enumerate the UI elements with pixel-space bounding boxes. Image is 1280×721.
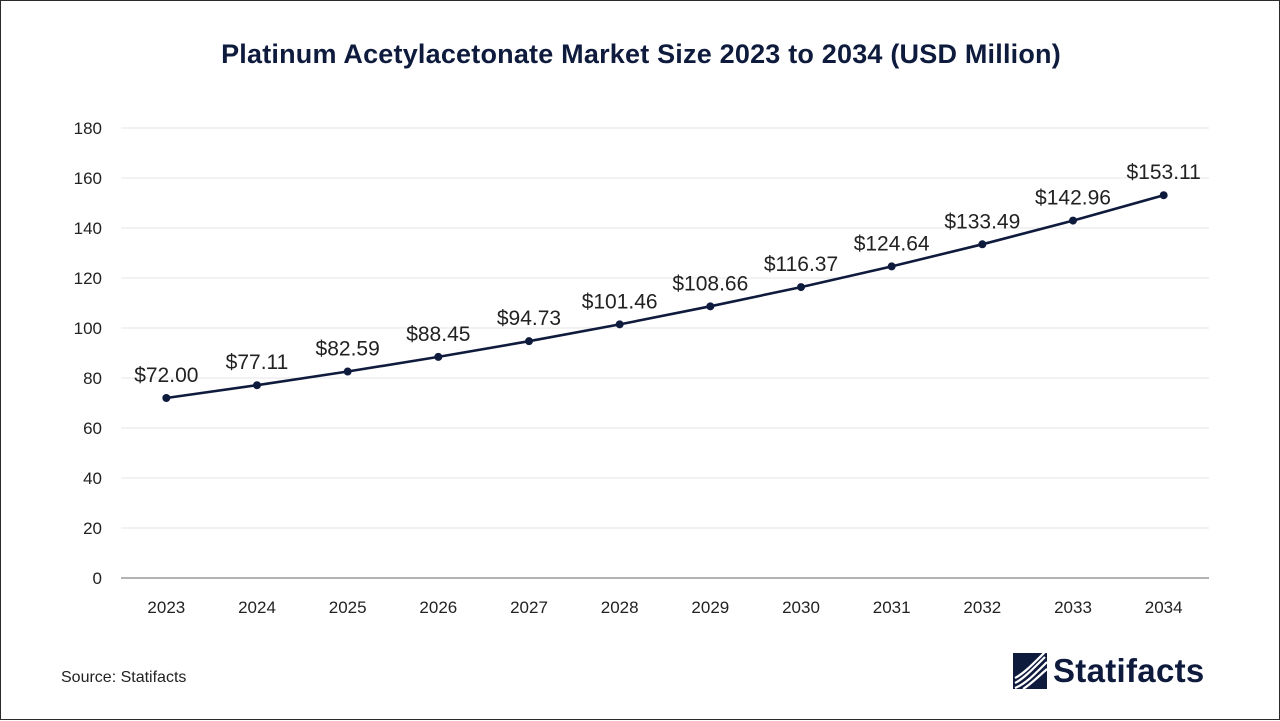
data-label: $94.73 [497,307,561,330]
x-tick-label: 2030 [782,598,820,617]
y-tick-label: 0 [93,569,102,588]
x-tick-label: 2023 [147,598,185,617]
data-label: $88.45 [406,323,470,346]
statifacts-logo: Statifacts [1013,651,1223,695]
x-tick-label: 2025 [329,598,367,617]
y-tick-label: 40 [83,469,102,488]
y-tick-label: 20 [83,519,102,538]
y-tick-label: 180 [74,119,102,138]
y-tick-label: 160 [74,169,102,188]
data-point [797,283,805,292]
y-tick-label: 140 [74,219,102,238]
data-label: $124.64 [854,232,930,255]
y-tick-label: 60 [83,419,102,438]
data-point [434,352,443,361]
data-label: $133.49 [944,210,1020,233]
y-tick-label: 100 [74,319,102,338]
data-point [253,381,261,390]
statifacts-logo-text: Statifacts [1053,652,1205,689]
data-point [978,240,987,249]
data-label: $153.11 [1126,161,1200,184]
data-point [525,337,533,346]
x-tick-label: 2031 [873,598,911,617]
x-tick-label: 2034 [1145,598,1183,617]
data-point [343,367,352,376]
data-label: $116.37 [764,253,838,276]
data-point [706,302,715,311]
source-note: Source: Statifacts [61,669,187,686]
statifacts-logo-icon [1013,653,1047,689]
x-tick-label: 2026 [419,598,457,617]
data-label: $72.00 [134,364,198,387]
series-line [166,193,1165,400]
data-label: $82.59 [316,338,380,361]
data-label: $77.11 [226,351,289,374]
y-tick-label: 80 [83,369,102,388]
data-label: $108.66 [672,272,748,295]
data-point [615,320,624,329]
data-point [1069,216,1077,225]
y-tick-label: 120 [74,269,102,288]
x-tick-label: 2024 [238,598,276,617]
x-tick-label: 2028 [601,598,639,617]
x-tick-label: 2032 [963,598,1001,617]
chart-title: Platinum Acetylacetonate Market Size 202… [221,39,1061,69]
data-point [162,394,171,402]
data-label: $101.46 [582,290,658,313]
data-point [1159,191,1168,200]
x-tick-label: 2033 [1054,598,1092,617]
data-point [887,262,896,271]
x-tick-label: 2027 [510,598,548,617]
data-label: $142.96 [1035,187,1111,210]
x-tick-label: 2029 [691,598,729,617]
